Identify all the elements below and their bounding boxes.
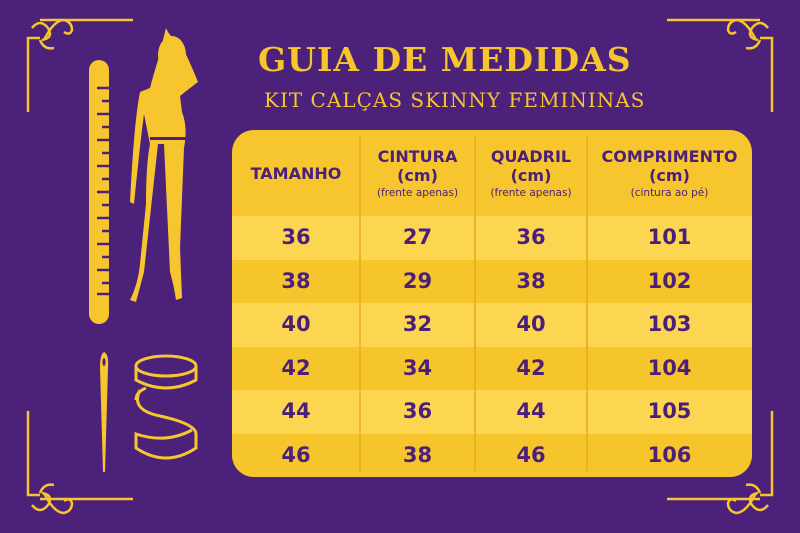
table-cell: 46 — [516, 442, 546, 467]
column-header-cintura: CINTURA (cm) (frente apenas) — [360, 130, 475, 216]
header-label: CINTURA — [377, 147, 458, 166]
table-cell: 105 — [647, 399, 692, 423]
column-divider — [474, 136, 476, 471]
table-cell: 36 — [516, 225, 546, 249]
column-header-comprimento: COMPRIMENTO (cm) (cintura ao pé) — [587, 130, 752, 216]
table-row: 40 32 40 103 — [232, 303, 752, 347]
measuring-tape-icon — [134, 354, 198, 460]
column-divider — [359, 136, 361, 471]
table-cell: 38 — [516, 268, 546, 293]
table-cell: 36 — [281, 225, 311, 249]
column-divider — [586, 136, 588, 471]
table-cell: 29 — [402, 268, 433, 293]
table-row: 36 27 36 101 — [232, 216, 752, 260]
needle-icon — [100, 352, 109, 472]
corner-ornament-icon — [26, 18, 133, 112]
column-header-quadril: QUADRIL (cm) (frente apenas) — [475, 130, 587, 216]
table-cell: 38 — [402, 442, 433, 467]
table-cell: 42 — [281, 355, 311, 380]
table-cell: 36 — [402, 399, 433, 423]
table-cell: 38 — [281, 268, 311, 293]
table-row: 38 29 38 102 — [232, 259, 752, 303]
table-cell: 101 — [647, 225, 692, 249]
column-header-tamanho: TAMANHO — [232, 130, 360, 216]
table-cell: 27 — [402, 225, 433, 249]
table-row: 42 34 42 104 — [232, 346, 752, 390]
header-unit: (cm) — [649, 166, 690, 185]
page-subtitle: KIT CALÇAS SKINNY FEMININAS — [264, 88, 646, 112]
page-title: GUIA DE MEDIDAS — [258, 40, 632, 79]
table-cell: 42 — [516, 355, 546, 380]
table-cell: 102 — [647, 268, 692, 293]
corner-ornament-icon — [667, 411, 774, 515]
table-cell: 46 — [281, 442, 311, 467]
corner-ornament-icon — [26, 411, 133, 515]
header-unit: (cm) — [397, 166, 438, 185]
table-cell: 40 — [281, 312, 311, 336]
ruler-icon — [89, 60, 109, 324]
corner-ornament-icon — [667, 18, 774, 112]
table-cell: 40 — [516, 312, 546, 336]
table-cell: 32 — [402, 312, 433, 336]
table-row: 46 38 46 106 — [232, 433, 752, 477]
header-label: QUADRIL — [490, 147, 572, 166]
table-cell: 44 — [516, 399, 546, 423]
header-note: (frente apenas) — [490, 187, 572, 199]
table-cell: 106 — [647, 442, 692, 467]
table-row: 44 36 44 105 — [232, 390, 752, 434]
table-cell: 104 — [647, 355, 692, 380]
header-label: TAMANHO — [250, 163, 342, 183]
table-cell: 44 — [281, 399, 311, 423]
woman-silhouette-icon — [130, 28, 198, 302]
table-cell: 34 — [402, 355, 433, 380]
header-label: COMPRIMENTO — [601, 147, 738, 166]
table-cell: 103 — [647, 312, 692, 336]
header-note: (frente apenas) — [376, 187, 459, 199]
header-note: (cintura ao pé) — [630, 187, 709, 199]
header-unit: (cm) — [510, 166, 552, 185]
size-table: TAMANHO CINTURA (cm) (frente apenas) QUA… — [232, 130, 752, 477]
